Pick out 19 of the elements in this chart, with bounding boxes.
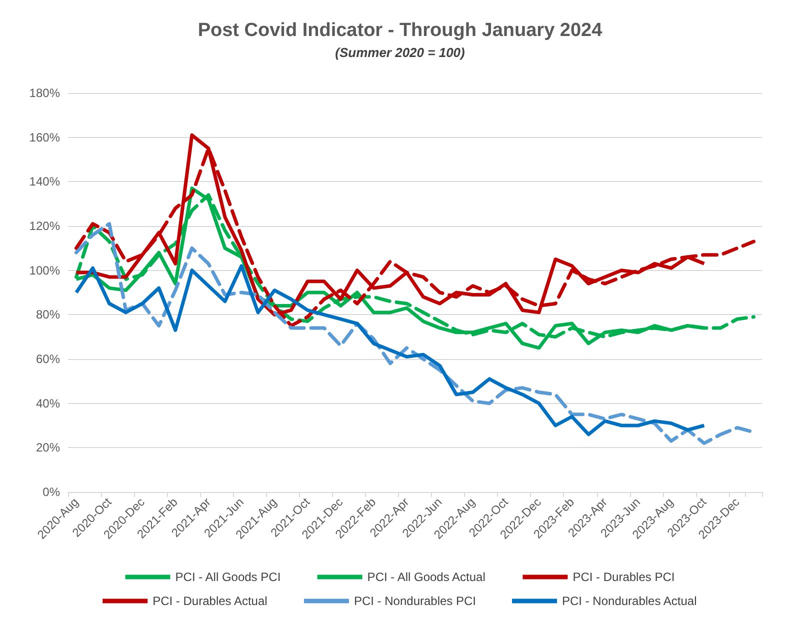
y-tick-label: 140%	[29, 174, 60, 189]
legend-label: PCI - Durables Actual	[152, 594, 268, 608]
legend-label: PCI - Durables PCI	[572, 570, 675, 584]
y-tick-label: 160%	[29, 130, 60, 144]
y-tick-label: 20%	[36, 440, 60, 455]
chart-subtitle: (Summer 2020 = 100)	[335, 45, 465, 60]
y-tick-label: 0%	[42, 485, 60, 499]
legend-label: PCI - Nondurables Actual	[562, 594, 697, 608]
legend-label: PCI - All Goods Actual	[367, 570, 486, 584]
legend-label: PCI - Nondurables PCI	[354, 594, 476, 608]
y-tick-label: 80%	[36, 308, 60, 322]
y-tick-label: 40%	[36, 396, 60, 410]
y-tick-label: 120%	[29, 219, 60, 233]
y-tick-label: 60%	[36, 352, 60, 366]
y-tick-label: 100%	[29, 263, 60, 278]
line-series	[74, 264, 706, 436]
legend-label: PCI - All Goods PCI	[175, 570, 281, 584]
chart-title: Post Covid Indicator - Through January 2024	[198, 20, 603, 41]
y-tick-label: 180%	[29, 86, 60, 100]
